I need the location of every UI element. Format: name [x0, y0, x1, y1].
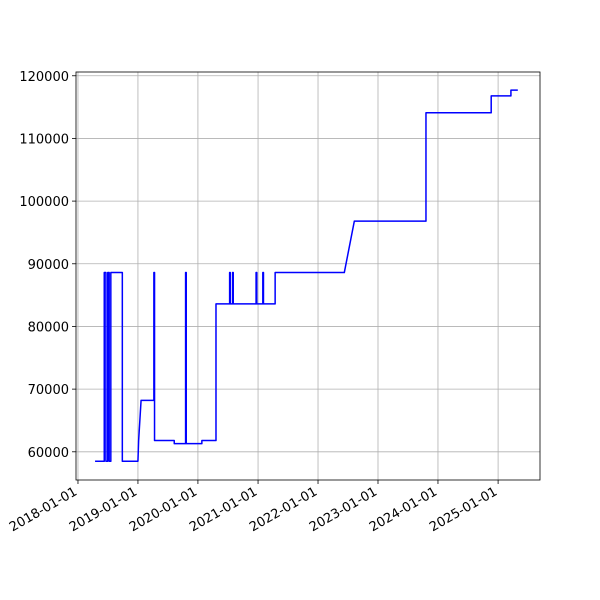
axes-frame: [75, 71, 541, 481]
y-tick-label: 120000: [19, 70, 69, 85]
y-tick-label: 100000: [19, 195, 69, 210]
y-tick-label: 70000: [28, 383, 69, 398]
y-tick-label: 80000: [28, 320, 69, 335]
y-tick-label: 60000: [28, 446, 69, 461]
y-tick-label: 90000: [28, 258, 69, 273]
x-tick-label: 2025-01-01: [427, 484, 500, 535]
x-tick-label: 2024-01-01: [367, 484, 440, 535]
x-tick-label: 2020-01-01: [127, 484, 200, 535]
y-tick-label: 110000: [19, 132, 69, 147]
data-line: [95, 89, 518, 462]
